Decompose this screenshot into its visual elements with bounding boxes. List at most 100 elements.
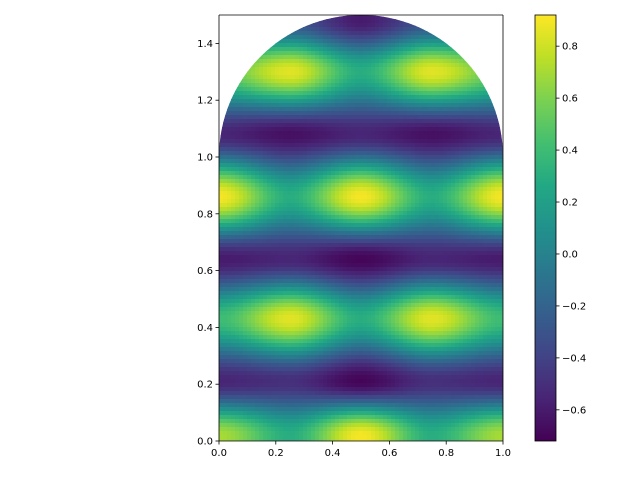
heatmap-cell (275, 215, 280, 220)
heatmap-cell (339, 175, 344, 180)
heatmap-cell (275, 55, 280, 60)
heatmap-cell (327, 31, 332, 36)
heatmap-cell (323, 435, 328, 440)
heatmap-cell (291, 371, 296, 376)
heatmap-cell (403, 59, 408, 64)
heatmap-cell (239, 351, 244, 356)
heatmap-cell (259, 127, 264, 132)
heatmap-cell (291, 79, 296, 84)
heatmap-cell (219, 171, 224, 176)
heatmap-cell (323, 403, 328, 408)
heatmap-cell (379, 419, 384, 424)
heatmap-cell (283, 215, 288, 220)
heatmap-cell (403, 199, 408, 204)
heatmap-cell (331, 263, 336, 268)
heatmap-cell (227, 171, 232, 176)
heatmap-cell (235, 379, 240, 384)
heatmap-cell (339, 155, 344, 160)
heatmap-cell (351, 99, 356, 104)
heatmap-cell (255, 183, 260, 188)
heatmap-cell (299, 179, 304, 184)
heatmap-cell (351, 379, 356, 384)
heatmap-cell (307, 147, 312, 152)
heatmap-cell (379, 243, 384, 248)
heatmap-cell (355, 231, 360, 236)
heatmap-cell (263, 207, 268, 212)
heatmap-cell (311, 295, 316, 300)
heatmap-cell (339, 435, 344, 440)
heatmap-cell (339, 415, 344, 420)
heatmap-cell (379, 395, 384, 400)
heatmap-cell (299, 227, 304, 232)
heatmap-cell (399, 223, 404, 228)
heatmap-cell (351, 215, 356, 220)
heatmap-cell (359, 23, 364, 28)
heatmap-cell (283, 67, 288, 72)
heatmap-cell (219, 367, 224, 372)
heatmap-cell (339, 271, 344, 276)
heatmap-cell (271, 355, 276, 360)
heatmap-cell (311, 31, 316, 36)
heatmap-cell (387, 415, 392, 420)
heatmap-cell (303, 403, 308, 408)
heatmap-cell (335, 75, 340, 80)
heatmap-cell (315, 251, 320, 256)
heatmap-cell (375, 135, 380, 140)
heatmap-cell (279, 439, 284, 441)
heatmap-cell (295, 403, 300, 408)
heatmap-cell (335, 331, 340, 336)
heatmap-cell (339, 111, 344, 116)
heatmap-cell (267, 287, 272, 292)
heatmap-cell (291, 119, 296, 124)
heatmap-cell (395, 171, 400, 176)
heatmap-cell (339, 59, 344, 64)
heatmap-cell (219, 143, 224, 148)
heatmap-cell (375, 203, 380, 208)
heatmap-cell (379, 15, 384, 20)
heatmap-cell (279, 431, 284, 436)
heatmap-cell (279, 323, 284, 328)
heatmap-cell (395, 127, 400, 132)
heatmap-cell (335, 407, 340, 412)
heatmap-cell (363, 151, 368, 156)
heatmap-cell (359, 271, 364, 276)
heatmap-cell (319, 23, 324, 28)
heatmap-cell (359, 395, 364, 400)
heatmap-cell (263, 407, 268, 412)
heatmap-cell (347, 167, 352, 172)
heatmap-cell (367, 311, 372, 316)
heatmap-cell (391, 143, 396, 148)
heatmap-cell (399, 131, 404, 136)
heatmap-cell (375, 183, 380, 188)
heatmap-cell (239, 275, 244, 280)
heatmap-cell (235, 111, 240, 116)
heatmap-cell (391, 39, 396, 44)
heatmap-cell (363, 227, 368, 232)
heatmap-cell (359, 187, 364, 192)
heatmap-cell (251, 207, 256, 212)
heatmap-cell (243, 439, 248, 441)
heatmap-cell (395, 319, 400, 324)
heatmap-cell (255, 363, 260, 368)
heatmap-cell (347, 171, 352, 176)
heatmap-cell (383, 23, 388, 28)
heatmap-cell (327, 87, 332, 92)
heatmap-cell (363, 207, 368, 212)
heatmap-cell (267, 251, 272, 256)
heatmap-cell (339, 315, 344, 320)
heatmap-cell (263, 291, 268, 296)
heatmap-cell (351, 15, 356, 20)
heatmap-cell (387, 391, 392, 396)
heatmap-cell (339, 331, 344, 336)
heatmap-cell (287, 59, 292, 64)
heatmap-cell (383, 179, 388, 184)
heatmap-cell (367, 79, 372, 84)
heatmap-cell (307, 99, 312, 104)
heatmap-cell (347, 115, 352, 120)
heatmap-cell (235, 331, 240, 336)
heatmap-cell (387, 399, 392, 404)
heatmap-cell (383, 219, 388, 224)
heatmap-cell (283, 59, 288, 64)
heatmap-cell (375, 323, 380, 328)
heatmap-cell (375, 187, 380, 192)
